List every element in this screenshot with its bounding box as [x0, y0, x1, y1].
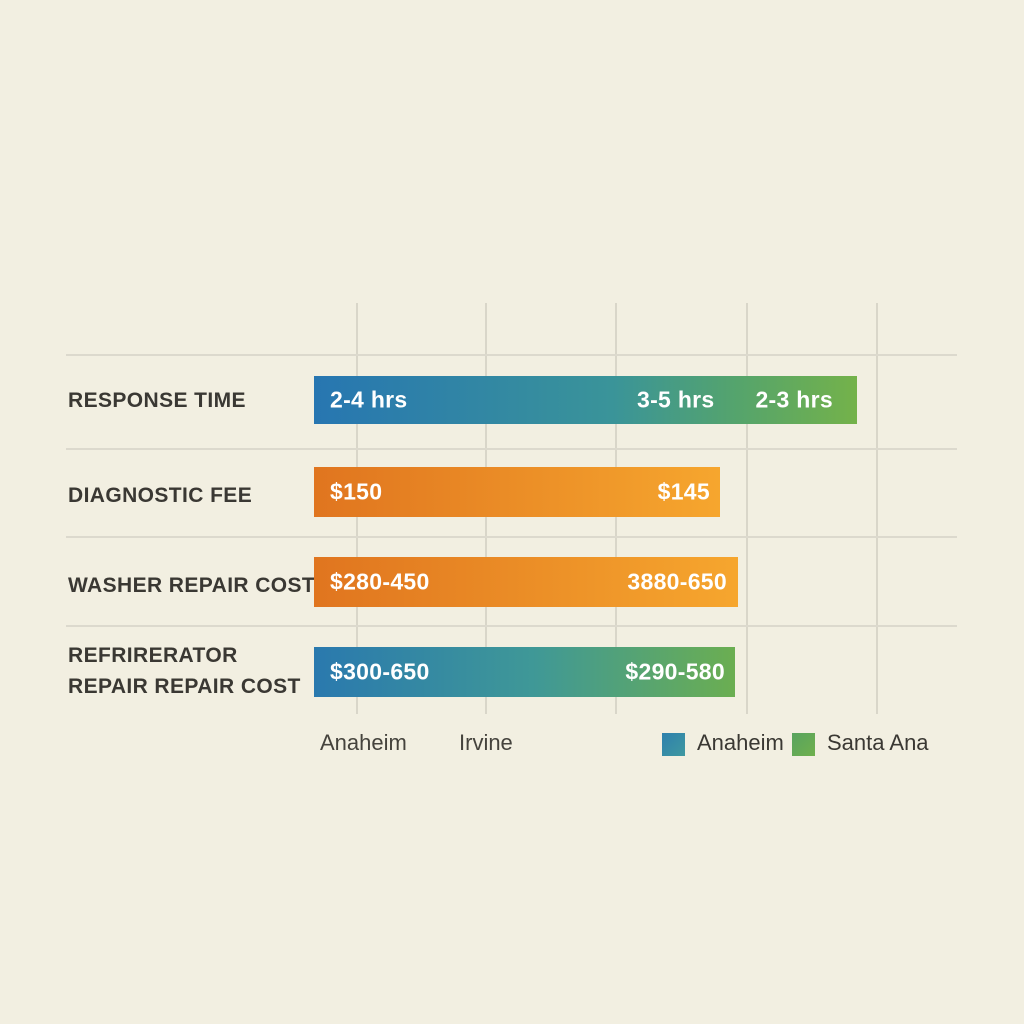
row-label-line: DIAGNOSTIC FEE [68, 484, 253, 507]
bar-value: 3-5 hrs [637, 386, 715, 413]
legend-label-santa-ana: Santa Ana [827, 730, 929, 755]
bar-response-time: 2-4 hrs 3-5 hrs 2-3 hrs [314, 376, 857, 424]
axis-label-anaheim: Anaheim [320, 730, 407, 755]
bar-value: 2-3 hrs [755, 386, 833, 413]
legend-label-anaheim: Anaheim [697, 730, 784, 755]
bar-value: 3880-650 [627, 568, 727, 595]
row-label-response-time: RESPONSE TIME [68, 385, 246, 416]
axis-label-irvine: Irvine [459, 730, 513, 755]
legend-swatch-santa-ana [792, 733, 815, 756]
bar-value: $290-580 [625, 658, 725, 685]
bar-refrigerator-repair-cost: $300-650 $290-580 [314, 647, 735, 697]
bar-value: $145 [657, 478, 710, 505]
gridline-horizontal [66, 354, 957, 356]
row-label-line: REPAIR REPAIR COST [68, 675, 301, 698]
bar-washer-repair-cost: $280-450 3880-650 [314, 557, 738, 607]
row-label-refrigerator-repair-cost: REFRIRERATOR REPAIR REPAIR COST [68, 640, 301, 702]
bar-diagnostic-fee: $150 $145 [314, 467, 720, 517]
gridline-horizontal [66, 625, 957, 627]
gridline-vertical [746, 303, 748, 714]
row-label-washer-repair-cost: WASHER REPAIR COST [68, 570, 315, 601]
bar-value: $300-650 [330, 658, 430, 685]
bar-value: $280-450 [330, 568, 430, 595]
row-label-line: WASHER REPAIR COST [68, 574, 316, 597]
bar-value: 2-4 hrs [330, 386, 408, 413]
row-label-line: REFRIRERATOR [68, 644, 238, 667]
row-label-line: RESPONSE TIME [68, 389, 246, 412]
bar-value: $150 [330, 478, 383, 505]
gridline-horizontal [66, 536, 957, 538]
legend-swatch-anaheim [662, 733, 685, 756]
gridline-horizontal [66, 448, 957, 450]
gridline-vertical [876, 303, 878, 714]
row-label-diagnostic-fee: DIAGNOSTIC FEE [68, 480, 252, 511]
